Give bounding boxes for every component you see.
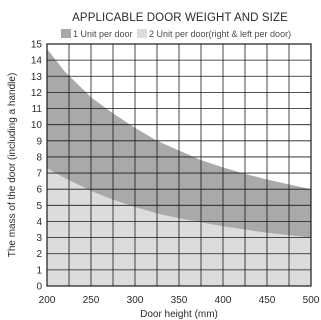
y-tick-label: 2 — [36, 249, 42, 260]
y-tick-label: 14 — [31, 56, 43, 67]
x-axis-label: Door height (mm) — [140, 309, 218, 320]
x-tick-label: 350 — [171, 295, 188, 306]
y-tick-label: 6 — [36, 185, 42, 196]
legend-swatch-1-unit — [61, 29, 71, 38]
x-axis-ticks: 200 250 300 350 400 450 500 — [39, 295, 320, 306]
y-tick-label: 0 — [36, 282, 42, 293]
y-tick-label: 5 — [36, 201, 42, 212]
y-tick-label: 1 — [36, 265, 42, 276]
x-tick-label: 450 — [259, 295, 276, 306]
y-tick-label: 4 — [36, 217, 42, 228]
y-tick-label: 3 — [36, 233, 42, 244]
y-tick-label: 11 — [32, 104, 43, 115]
legend-label-2-unit: 2 Unit per door(right & left per door) — [149, 29, 291, 39]
y-tick-label: 9 — [36, 136, 42, 147]
legend: 1 Unit per door 2 Unit per door(right & … — [61, 29, 291, 39]
y-tick-label: 13 — [31, 72, 43, 83]
x-tick-label: 200 — [39, 295, 56, 306]
y-tick-label: 7 — [36, 169, 42, 180]
x-tick-label: 250 — [83, 295, 100, 306]
plot-frame — [46, 43, 312, 287]
x-tick-label: 400 — [215, 295, 232, 306]
legend-label-1-unit: 1 Unit per door — [73, 29, 133, 39]
grid-lines — [47, 44, 311, 286]
x-tick-label: 300 — [127, 295, 144, 306]
y-tick-label: 10 — [31, 120, 43, 131]
y-axis-label: The mass of the door (including a handle… — [7, 73, 18, 258]
chart-title: APPLICABLE DOOR WEIGHT AND SIZE — [72, 12, 288, 24]
y-tick-label: 8 — [36, 152, 42, 163]
y-tick-label: 12 — [31, 88, 43, 99]
legend-swatch-2-unit — [137, 29, 147, 38]
x-tick-label: 500 — [303, 295, 320, 306]
y-tick-label: 15 — [31, 40, 43, 51]
